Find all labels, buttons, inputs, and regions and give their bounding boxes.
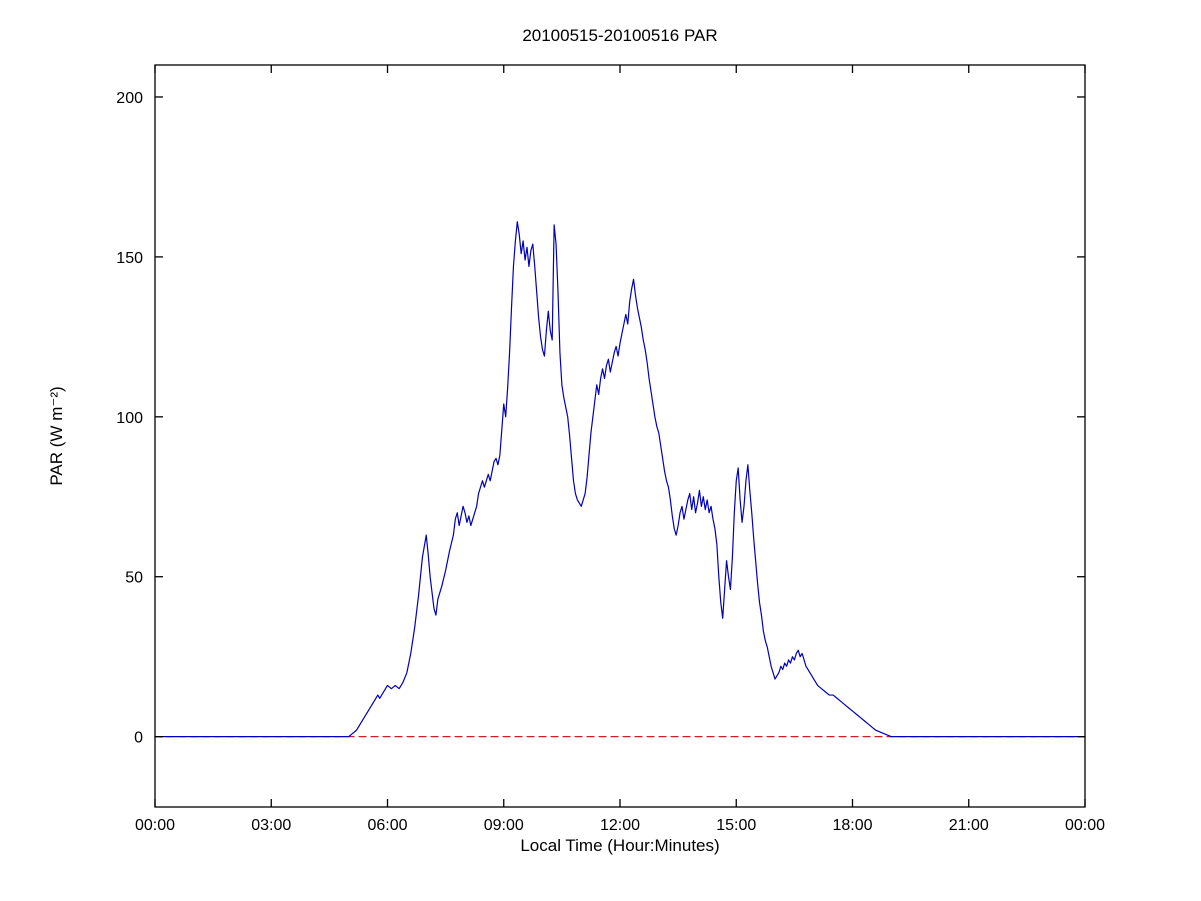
plot-background — [155, 65, 1085, 807]
y-tick-label: 50 — [125, 570, 143, 587]
x-tick-label: 12:00 — [600, 817, 640, 834]
x-tick-label: 21:00 — [949, 817, 989, 834]
y-tick-label: 200 — [116, 90, 143, 107]
x-tick-label: 00:00 — [1065, 817, 1105, 834]
x-axis-label: Local Time (Hour:Minutes) — [520, 836, 720, 855]
x-tick-label: 06:00 — [367, 817, 407, 834]
x-tick-label: 00:00 — [135, 817, 175, 834]
y-tick-label: 150 — [116, 250, 143, 267]
y-tick-label: 100 — [116, 410, 143, 427]
x-tick-label: 09:00 — [484, 817, 524, 834]
series-PAR — [154, 221, 1086, 738]
chart-title: 20100515-20100516 PAR — [522, 26, 718, 45]
x-tick-label: 15:00 — [716, 817, 756, 834]
x-tick-label: 03:00 — [251, 817, 291, 834]
x-tick-label: 18:00 — [832, 817, 872, 834]
y-tick-label: 0 — [134, 730, 143, 747]
